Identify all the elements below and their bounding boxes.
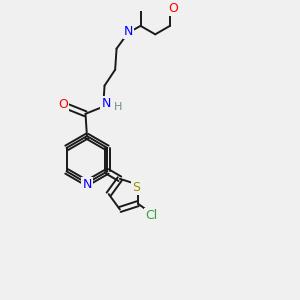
Text: O: O [58,98,68,111]
Text: N: N [101,98,111,110]
Text: H: H [114,102,122,112]
Text: N: N [82,178,92,191]
Text: Cl: Cl [145,209,157,222]
Text: N: N [124,25,133,38]
Text: O: O [168,2,178,16]
Text: S: S [133,181,140,194]
